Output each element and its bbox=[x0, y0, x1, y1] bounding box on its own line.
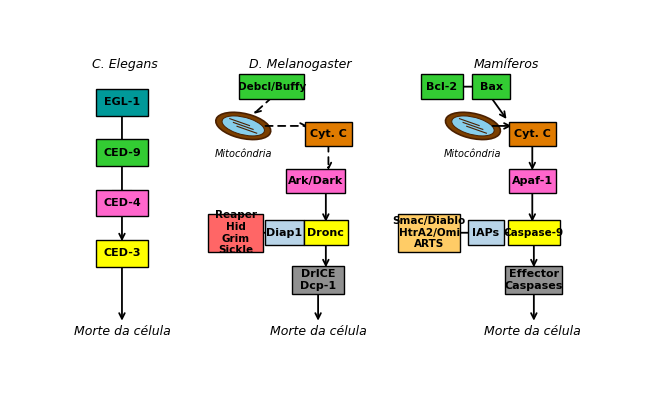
Text: Bax: Bax bbox=[480, 82, 503, 92]
Text: Debcl/Buffy: Debcl/Buffy bbox=[238, 82, 306, 92]
Text: C. Elegans: C. Elegans bbox=[92, 58, 157, 71]
FancyBboxPatch shape bbox=[508, 220, 559, 245]
Text: Caspase-9: Caspase-9 bbox=[503, 228, 564, 238]
Text: Morte da célula: Morte da célula bbox=[484, 325, 581, 338]
FancyBboxPatch shape bbox=[286, 169, 345, 193]
FancyBboxPatch shape bbox=[96, 240, 148, 266]
Text: Mitocôndria: Mitocôndria bbox=[214, 149, 272, 160]
Ellipse shape bbox=[446, 112, 500, 140]
Text: D. Melanogaster: D. Melanogaster bbox=[249, 58, 351, 71]
FancyBboxPatch shape bbox=[96, 89, 148, 116]
Text: Mamíferos: Mamíferos bbox=[474, 58, 539, 71]
Text: CED-9: CED-9 bbox=[103, 148, 141, 157]
FancyBboxPatch shape bbox=[265, 220, 304, 245]
Text: Reaper
Hid
Grim
Sickle: Reaper Hid Grim Sickle bbox=[214, 211, 256, 255]
FancyBboxPatch shape bbox=[505, 266, 562, 294]
FancyBboxPatch shape bbox=[292, 266, 344, 294]
FancyBboxPatch shape bbox=[421, 74, 463, 99]
FancyBboxPatch shape bbox=[305, 122, 352, 146]
Text: EGL-1: EGL-1 bbox=[104, 98, 140, 107]
Text: Smac/Diablo
HtrA2/Omi
ARTS: Smac/Diablo HtrA2/Omi ARTS bbox=[392, 216, 466, 249]
FancyBboxPatch shape bbox=[239, 74, 304, 99]
FancyBboxPatch shape bbox=[472, 74, 510, 99]
Text: CED-3: CED-3 bbox=[103, 248, 141, 258]
FancyBboxPatch shape bbox=[509, 169, 555, 193]
Text: Apaf-1: Apaf-1 bbox=[511, 176, 553, 186]
Text: CED-4: CED-4 bbox=[103, 198, 141, 208]
FancyBboxPatch shape bbox=[208, 214, 262, 252]
FancyBboxPatch shape bbox=[468, 220, 504, 245]
Text: Morte da célula: Morte da célula bbox=[73, 325, 170, 338]
Text: Diap1: Diap1 bbox=[266, 228, 302, 238]
Ellipse shape bbox=[222, 116, 264, 136]
Ellipse shape bbox=[216, 112, 270, 140]
FancyBboxPatch shape bbox=[304, 220, 348, 245]
FancyBboxPatch shape bbox=[96, 139, 148, 166]
Text: Cyt. C: Cyt. C bbox=[514, 129, 551, 139]
Text: Ark/Dark: Ark/Dark bbox=[288, 176, 343, 186]
Text: Mitocôndria: Mitocôndria bbox=[444, 149, 501, 160]
Text: Morte da célula: Morte da célula bbox=[270, 325, 366, 338]
Text: Bcl-2: Bcl-2 bbox=[426, 82, 458, 92]
Text: DrICE
Dcp-1: DrICE Dcp-1 bbox=[300, 269, 336, 290]
Text: IAPs: IAPs bbox=[472, 228, 500, 238]
Ellipse shape bbox=[452, 116, 494, 136]
FancyBboxPatch shape bbox=[96, 190, 148, 216]
FancyBboxPatch shape bbox=[398, 214, 460, 252]
Text: Dronc: Dronc bbox=[308, 228, 344, 238]
Text: Cyt. C: Cyt. C bbox=[310, 129, 347, 139]
Text: Effector
Caspases: Effector Caspases bbox=[505, 269, 563, 290]
FancyBboxPatch shape bbox=[509, 122, 555, 146]
